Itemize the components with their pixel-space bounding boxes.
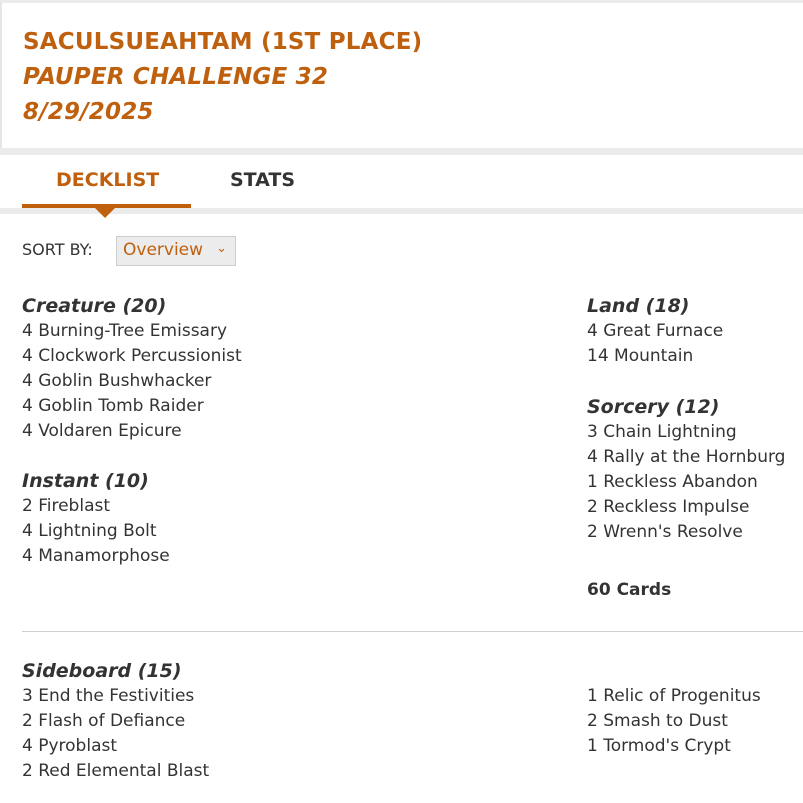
card-entry[interactable]: 14 Mountain — [587, 346, 694, 366]
tab-bar: DECKLIST STATS — [0, 155, 803, 208]
card-entry[interactable]: 4 Clockwork Percussionist — [22, 346, 242, 366]
card-entry[interactable]: 2 Red Elemental Blast — [22, 761, 210, 781]
player-title: SACULSUEAHTAM (1ST PLACE) — [23, 29, 423, 55]
tab-decklist[interactable]: DECKLIST — [56, 169, 160, 191]
deck-header: SACULSUEAHTAM (1ST PLACE) PAUPER CHALLEN… — [0, 3, 803, 148]
card-entry[interactable]: 3 Chain Lightning — [587, 422, 737, 442]
section-sorcery: Sorcery (12) 3 Chain Lightning 4 Rally at … — [587, 395, 785, 545]
section-heading: Sorcery (12) — [587, 396, 720, 418]
sort-value: Overview — [123, 240, 204, 260]
section-land: Land (18) 4 Great Furnace 14 Mountain — [587, 294, 723, 369]
sideboard-list-right: 1 Relic of Progenitus 2 Smash to Dust 1 To… — [587, 684, 761, 759]
card-entry[interactable]: 2 Smash to Dust — [587, 711, 728, 731]
tab-stats[interactable]: STATS — [230, 169, 296, 191]
section-instant: Instant (10) 2 Fireblast 4 Lightning Bolt 4… — [22, 469, 170, 569]
sort-select[interactable]: Overview ⌄ — [116, 236, 236, 266]
card-entry[interactable]: 4 Manamorphose — [22, 546, 170, 566]
section-heading: Creature (20) — [22, 295, 167, 317]
separator-band — [0, 148, 803, 155]
top-band — [0, 0, 803, 3]
event-name: PAUPER CHALLENGE 32 — [23, 64, 329, 90]
section-sideboard: Sideboard (15) 3 End the Festivities 2 Fl… — [22, 659, 209, 784]
card-entry[interactable]: 4 Rally at the Hornburg — [587, 447, 786, 467]
event-date: 8/29/2025 — [23, 99, 154, 125]
card-entry[interactable]: 2 Reckless Impulse — [587, 497, 750, 517]
sort-label: SORT BY: — [22, 240, 93, 259]
card-entry[interactable]: 4 Great Furnace — [587, 321, 724, 341]
card-entry[interactable]: 1 Relic of Progenitus — [587, 686, 761, 706]
card-entry[interactable]: 4 Goblin Bushwhacker — [22, 371, 212, 391]
card-entry[interactable]: 2 Flash of Defiance — [22, 711, 186, 731]
card-entry[interactable]: 1 Reckless Abandon — [587, 472, 758, 492]
card-entry[interactable]: 4 Goblin Tomb Raider — [22, 396, 204, 416]
card-entry[interactable]: 4 Lightning Bolt — [22, 521, 157, 541]
divider — [22, 631, 803, 632]
card-entry[interactable]: 2 Fireblast — [22, 496, 111, 516]
chevron-down-icon: ⌄ — [216, 241, 227, 256]
section-creature: Creature (20) 4 Burning-Tree Emissary 4 Cl… — [22, 294, 242, 444]
card-total: 60 Cards — [587, 580, 672, 600]
sideboard-list-left: 3 End the Festivities 2 Flash of Defiance… — [22, 684, 209, 784]
card-entry[interactable]: 2 Wrenn's Resolve — [587, 522, 743, 542]
section-heading: Land (18) — [587, 295, 690, 317]
card-entry[interactable]: 3 End the Festivities — [22, 686, 195, 706]
card-entry[interactable]: 1 Tormod's Crypt — [587, 736, 731, 756]
section-heading: Instant (10) — [22, 470, 149, 492]
active-tab-caret — [95, 208, 115, 218]
card-entry[interactable]: 4 Pyroblast — [22, 736, 118, 756]
separator-band — [0, 208, 803, 214]
active-tab-indicator — [22, 204, 191, 208]
section-heading: Sideboard (15) — [22, 660, 182, 682]
card-entry[interactable]: 4 Voldaren Epicure — [22, 421, 182, 441]
card-entry[interactable]: 4 Burning-Tree Emissary — [22, 321, 228, 341]
